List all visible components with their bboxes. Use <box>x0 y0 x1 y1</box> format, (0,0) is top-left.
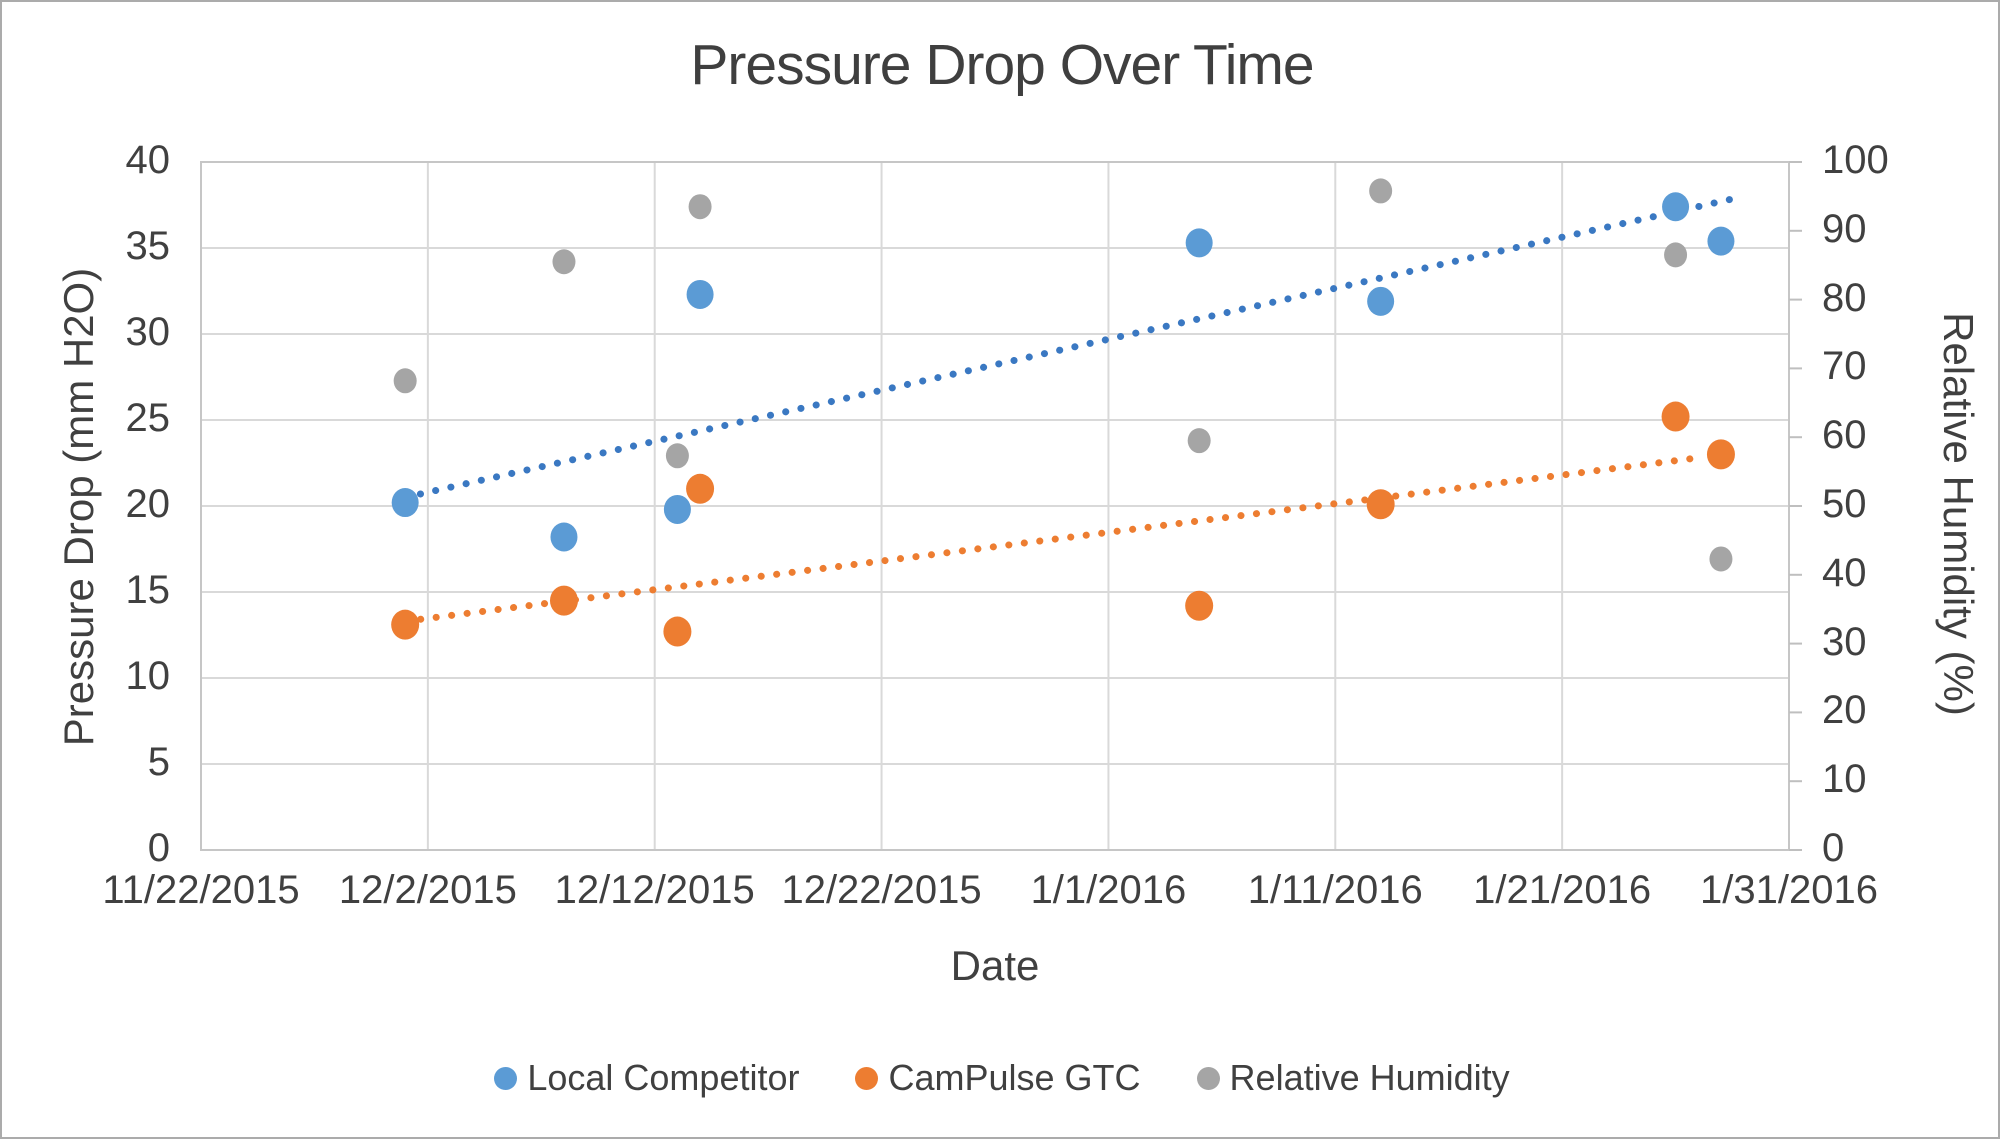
x-tick-label: 12/22/2015 <box>781 868 982 912</box>
y-right-tick-label: 90 <box>1822 206 1867 251</box>
data-point-relative-humidity <box>552 249 576 275</box>
y-right-tick-label: 80 <box>1822 275 1867 320</box>
y-axis-right-title: Relative Humidity (%) <box>1935 312 1982 716</box>
data-point-campulse-gtc <box>1706 439 1735 470</box>
y-right-tick-label: 20 <box>1822 688 1867 733</box>
legend: Local Competitor CamPulse GTC Relative Hum… <box>2 1052 1998 1104</box>
data-point-campulse-gtc <box>686 473 715 504</box>
data-point-local-competitor <box>1185 228 1213 258</box>
chart-title: Pressure Drop Over Time <box>690 33 1314 97</box>
data-point-local-competitor <box>1662 192 1690 222</box>
x-tick-label: 1/1/2016 <box>1030 868 1187 912</box>
legend-label: Relative Humidity <box>1229 1057 1510 1098</box>
x-tick-label: 1/31/2016 <box>1700 868 1878 912</box>
data-point-campulse-gtc <box>391 609 420 640</box>
x-axis-title: Date <box>950 942 1040 989</box>
y-right-tick-label: 40 <box>1822 550 1867 595</box>
x-tick-label: 1/11/2016 <box>1247 868 1423 912</box>
legend-marker-icon <box>494 1066 518 1090</box>
y-right-tick-label: 50 <box>1822 482 1867 526</box>
data-point-relative-humidity <box>1664 242 1688 268</box>
legend-marker-icon <box>855 1066 879 1090</box>
x-tick-label: 12/2/2015 <box>338 868 517 912</box>
y-left-tick-label: 20 <box>125 482 171 526</box>
data-point-local-competitor <box>686 279 714 309</box>
data-point-relative-humidity <box>688 194 712 220</box>
y-right-tick-label: 60 <box>1822 413 1867 458</box>
y-left-tick-label: 25 <box>125 396 171 440</box>
y-left-tick-label: 10 <box>125 654 171 698</box>
y-left-tick-label: 40 <box>125 138 171 182</box>
x-tick-label: 11/22/2015 <box>102 868 300 912</box>
x-tick-label: 1/21/2016 <box>1473 868 1652 912</box>
y-left-tick-label: 35 <box>125 224 171 268</box>
y-left-tick-label: 30 <box>125 310 171 354</box>
legend-item-relative-humidity: Relative Humidity <box>1196 1057 1510 1099</box>
y-right-tick-label: 70 <box>1822 344 1867 389</box>
data-point-campulse-gtc <box>1366 489 1395 520</box>
data-point-campulse-gtc <box>1185 590 1214 621</box>
y-left-tick-label: 0 <box>147 826 170 870</box>
data-point-local-competitor <box>391 488 419 518</box>
legend-item-campulse-gtc: CamPulse GTC <box>855 1057 1141 1099</box>
legend-marker-icon <box>1196 1066 1220 1090</box>
data-point-local-competitor <box>550 522 578 552</box>
x-tick-label: 12/12/2015 <box>554 868 755 912</box>
data-point-local-competitor <box>1707 226 1735 256</box>
data-point-relative-humidity <box>665 443 689 469</box>
data-point-local-competitor <box>1367 286 1395 316</box>
data-point-relative-humidity <box>1187 428 1211 454</box>
legend-label: CamPulse GTC <box>888 1057 1141 1098</box>
y-right-tick-label: 10 <box>1822 757 1867 802</box>
legend-item-local-competitor: Local Competitor <box>494 1057 799 1099</box>
y-right-tick-label: 100 <box>1822 138 1889 182</box>
y-right-tick-label: 30 <box>1822 619 1867 664</box>
y-right-tick-label: 0 <box>1822 826 1845 870</box>
data-point-relative-humidity <box>1369 178 1393 204</box>
data-point-campulse-gtc <box>1661 401 1690 432</box>
data-point-local-competitor <box>663 494 691 524</box>
data-point-campulse-gtc <box>663 616 692 647</box>
trendline-campulse-gtc <box>401 454 1702 625</box>
data-point-relative-humidity <box>393 368 417 394</box>
y-axis-left-title: Pressure Drop (mm H2O) <box>55 267 102 747</box>
data-point-relative-humidity <box>1709 546 1733 572</box>
legend-label: Local Competitor <box>527 1057 800 1098</box>
y-left-tick-label: 15 <box>125 568 171 612</box>
trendline-local-competitor <box>401 192 1748 501</box>
data-point-campulse-gtc <box>549 585 578 616</box>
y-left-tick-label: 5 <box>147 740 170 784</box>
